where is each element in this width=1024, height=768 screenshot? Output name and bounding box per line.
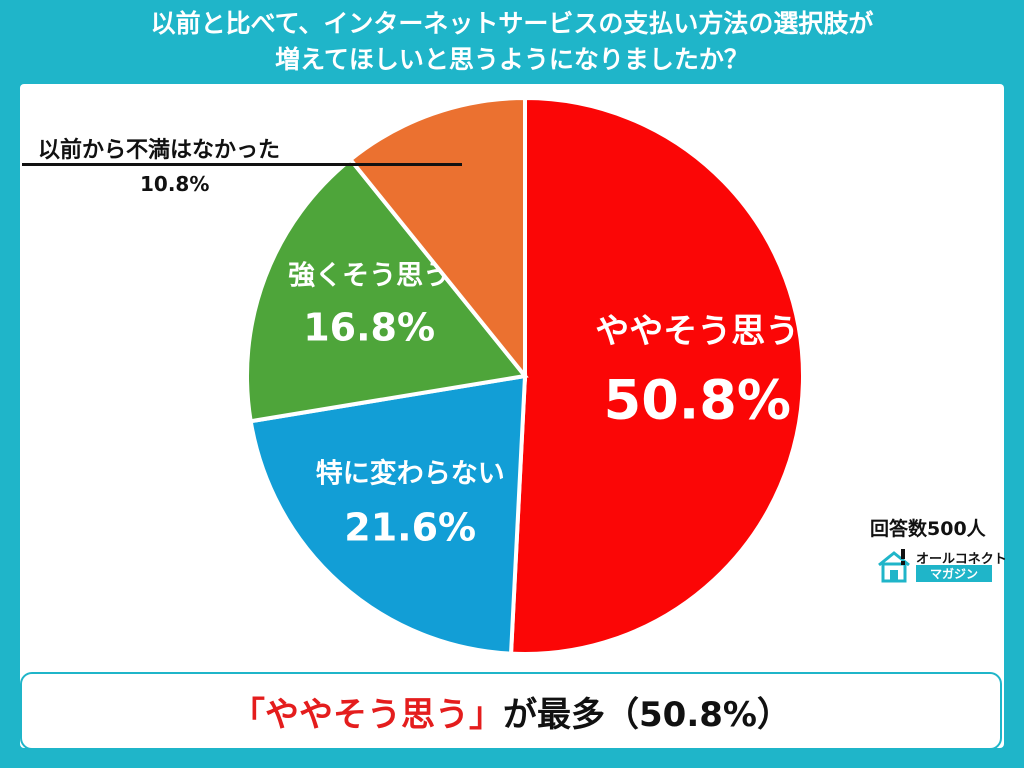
slice-label-value: 21.6% — [344, 506, 476, 550]
brand-logo: オールコネクト マガジン — [876, 548, 1007, 584]
title-line-2: 増えてほしいと思うようになりましたか？ — [275, 45, 749, 74]
brand-name-bottom: マガジン — [916, 565, 992, 582]
slice-label-name: 強くそう思う — [288, 261, 450, 292]
slice-strongly-agree — [245, 156, 529, 424]
conclusion-banner: 「ややそう思う」 が最多（50.8%） — [20, 672, 1002, 750]
slice-label-value: 50.8% — [604, 368, 791, 431]
outside-label-leader-line — [22, 163, 462, 166]
slice-somewhat-agree — [508, 95, 805, 656]
title-line-1: 以前と比べて、インターネットサービスの支払い方法の選択肢が — [150, 9, 874, 38]
slice-label-value: 16.8% — [303, 306, 435, 350]
outside-label-value: 10.8% — [140, 172, 210, 196]
respondent-count: 回答数500人 — [870, 518, 986, 540]
slice-no-change — [248, 373, 528, 656]
house-icon — [878, 549, 910, 583]
slice-no-dissatisfaction — [347, 95, 527, 382]
slice-label-name: 特に変わらない — [316, 458, 505, 490]
conclusion-rest: が最多（50.8%） — [503, 694, 791, 735]
conclusion-highlight: 「ややそう思う」 — [231, 694, 504, 735]
brand-name-top: オールコネクト — [916, 552, 1007, 567]
outside-label-name: 以前から不満はなかった — [38, 138, 281, 163]
chart-title: 以前と比べて、インターネットサービスの支払い方法の選択肢が 増えてほしいと思うよ… — [0, 0, 1024, 84]
slice-label-name: ややそう思う — [595, 311, 799, 351]
